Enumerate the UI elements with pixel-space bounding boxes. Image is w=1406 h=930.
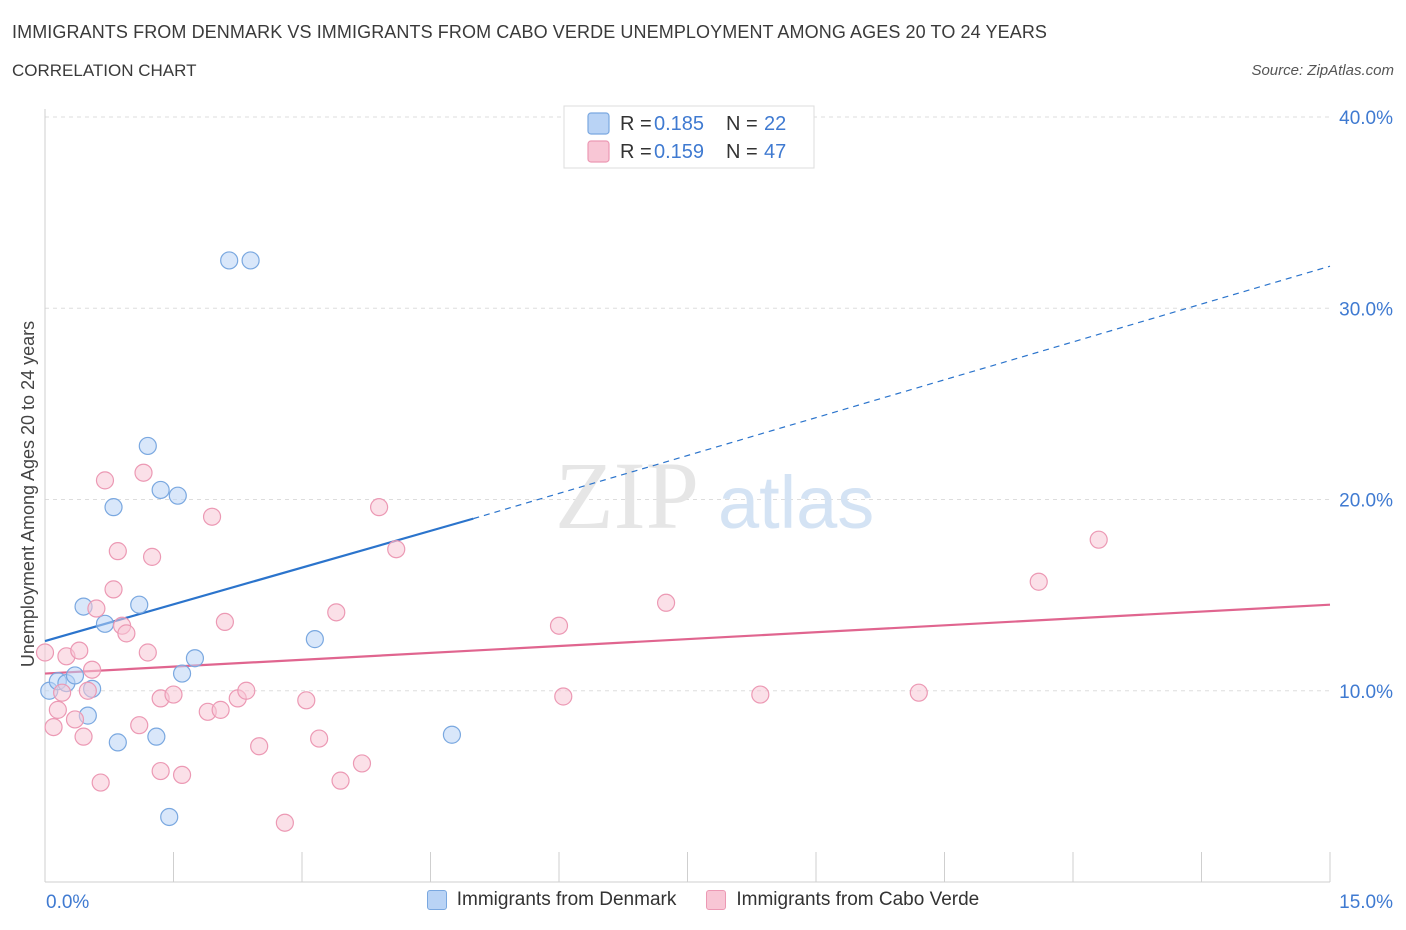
point-denmark: [442, 725, 462, 744]
point-cabo-verde: [78, 681, 97, 700]
legend-swatch-cabo-verde: [706, 890, 727, 910]
point-cabo-verde: [35, 643, 55, 662]
point-cabo-verde: [352, 754, 372, 773]
point-cabo-verde: [104, 580, 123, 599]
point-cabo-verde: [370, 498, 389, 517]
y-tick-label: 40.0%: [1339, 108, 1393, 129]
point-cabo-verde: [1089, 530, 1108, 549]
watermark-zip: ZIP: [555, 442, 699, 549]
point-cabo-verde: [95, 471, 115, 490]
point-cabo-verde: [151, 761, 170, 781]
point-cabo-verde: [554, 687, 573, 706]
legend-r-label: R =: [620, 141, 652, 163]
legend-item-denmark[interactable]: Immigrants from Denmark: [426, 889, 677, 911]
point-cabo-verde: [656, 593, 676, 612]
point-cabo-verde: [211, 700, 230, 719]
source-credit: Source: ZipAtlas.com: [1251, 62, 1394, 79]
point-denmark: [147, 727, 166, 746]
point-denmark: [130, 595, 149, 614]
y-axis-label: Unemployment Among Ages 20 to 24 years: [18, 321, 38, 667]
trend-line-cabo-verde: [44, 603, 1331, 675]
point-denmark: [305, 630, 324, 649]
point-cabo-verde: [74, 727, 93, 746]
point-denmark: [65, 666, 85, 685]
legend-n-value: 22: [764, 113, 786, 135]
trend-line-extension-denmark: [473, 265, 1331, 520]
point-cabo-verde: [91, 773, 110, 792]
chart-subtitle: CORRELATION CHART: [12, 61, 197, 80]
legend-box-swatch-denmark: [587, 112, 610, 135]
legend-box-swatch-cabo-verde: [587, 140, 610, 163]
x-tick-label-min: 0.0%: [46, 892, 89, 913]
point-cabo-verde: [310, 729, 329, 748]
point-cabo-verde: [327, 603, 346, 622]
bottom-legend: Immigrants from Denmark Immigrants from …: [0, 889, 1406, 911]
chart-title: IMMIGRANTS FROM DENMARK VS IMMIGRANTS FR…: [12, 22, 1048, 42]
point-cabo-verde: [909, 683, 928, 702]
legend-n-value: 47: [764, 141, 786, 163]
legend-item-cabo-verde[interactable]: Immigrants from Cabo Verde: [706, 889, 979, 911]
point-cabo-verde: [65, 710, 85, 729]
legend-r-value: 0.159: [654, 141, 704, 163]
point-cabo-verde: [44, 717, 63, 737]
y-tick-label: 10.0%: [1339, 682, 1393, 703]
point-cabo-verde: [250, 737, 269, 756]
point-denmark: [241, 251, 260, 270]
point-cabo-verde: [138, 643, 157, 662]
watermark: ZIP atlas: [555, 442, 874, 549]
point-cabo-verde: [108, 542, 127, 561]
point-denmark: [160, 807, 179, 827]
point-denmark: [138, 436, 157, 456]
point-cabo-verde: [549, 616, 569, 635]
point-denmark: [104, 498, 123, 517]
point-cabo-verde: [70, 641, 89, 660]
point-cabo-verde: [215, 612, 234, 632]
legend-r-label: R =: [620, 113, 652, 135]
watermark-atlas: atlas: [718, 461, 874, 544]
axis-layer: 10.0% 20.0% 30.0% 40.0% 0.0% 15.0%: [44, 108, 1393, 913]
point-denmark: [95, 614, 115, 633]
point-cabo-verde: [1029, 572, 1048, 591]
point-cabo-verde: [237, 681, 256, 700]
legend-n-label: N =: [726, 141, 758, 163]
legend-swatch-denmark: [426, 890, 447, 910]
point-cabo-verde: [172, 765, 192, 785]
point-cabo-verde: [87, 599, 106, 618]
point-denmark: [108, 733, 127, 752]
point-cabo-verde: [297, 691, 316, 710]
y-tick-label: 20.0%: [1339, 491, 1393, 512]
point-cabo-verde: [164, 685, 183, 704]
point-cabo-verde: [142, 547, 162, 566]
x-tick-label-max: 15.0%: [1339, 892, 1393, 913]
legend-r-value: 0.185: [654, 113, 704, 135]
grid-layer: [45, 116, 1330, 692]
point-denmark: [172, 664, 192, 683]
point-cabo-verde: [275, 813, 294, 832]
point-cabo-verde: [202, 507, 222, 526]
legend-box: R = 0.185 N = 22 R = 0.159 N = 47: [563, 105, 815, 169]
points-layer: [35, 251, 1108, 832]
point-denmark: [220, 251, 239, 270]
point-denmark: [151, 480, 170, 500]
point-cabo-verde: [83, 660, 102, 679]
y-tick-label: 30.0%: [1339, 299, 1393, 320]
point-cabo-verde: [331, 771, 350, 790]
point-cabo-verde: [134, 463, 153, 482]
point-cabo-verde: [387, 540, 406, 559]
point-cabo-verde: [53, 683, 72, 702]
point-cabo-verde: [130, 716, 149, 735]
point-cabo-verde: [751, 685, 770, 704]
legend-label-denmark: Immigrants from Denmark: [456, 889, 677, 910]
point-cabo-verde: [48, 700, 67, 719]
point-cabo-verde: [117, 624, 136, 643]
point-denmark: [185, 649, 205, 668]
point-denmark: [168, 486, 187, 505]
legend-n-label: N =: [726, 113, 758, 135]
legend-label-cabo-verde: Immigrants from Cabo Verde: [736, 889, 980, 910]
